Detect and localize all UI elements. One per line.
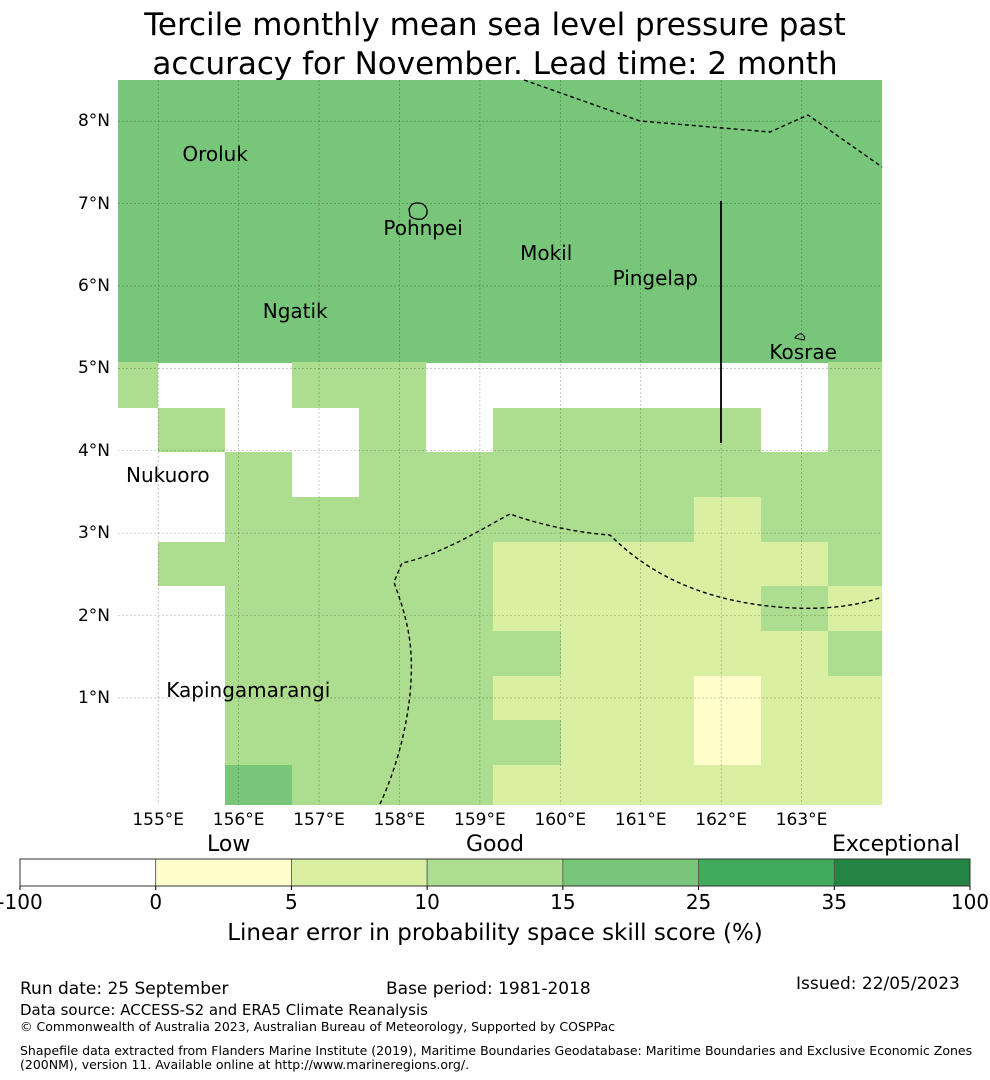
skill-cell: [359, 452, 493, 497]
skill-cell: [561, 676, 694, 805]
colorbar-tick-label: 10: [414, 890, 440, 914]
latitude-tick-label: 6°N: [77, 275, 110, 296]
chart-title: Tercile monthly mean sea level pressure …: [0, 6, 990, 84]
colorbar-tick-label: 15: [550, 890, 576, 914]
skill-cell: [292, 362, 426, 408]
longitude-tick-label: 161°E: [614, 810, 667, 830]
longitude-tick-label: 162°E: [695, 810, 747, 830]
island-outlines: [408, 202, 806, 341]
skill-grid: [118, 80, 882, 805]
category-label-good: Good: [466, 832, 524, 857]
longitude-tick-label: 160°E: [534, 810, 587, 830]
colorbar-segment: [155, 858, 292, 887]
skill-cell: [493, 631, 561, 676]
colorbar-tick-label: 35: [821, 890, 847, 914]
skill-cell: [118, 80, 882, 363]
data-source: Data source: ACCESS-S2 and ERA5 Climate …: [20, 1001, 428, 1019]
latitude-tick-label: 1°N: [77, 687, 110, 708]
colorbar-segment: [562, 858, 699, 887]
latitude-tick-label: 3°N: [77, 523, 110, 544]
colorbar-tick-label: 25: [685, 890, 712, 914]
place-label: Kosrae: [769, 339, 837, 364]
colorbar-tick-label: 0: [149, 890, 163, 914]
title-line-1: Tercile monthly mean sea level pressure …: [144, 7, 846, 43]
latitude-tick-label: 4°N: [77, 440, 110, 461]
colorbar-title: Linear error in probability space skill …: [227, 920, 763, 946]
skill-cell: [761, 676, 882, 805]
colorbar-tick-label: -100: [0, 890, 43, 914]
skill-cell: [225, 497, 694, 542]
colorbar-segment: [426, 858, 564, 887]
skill-cell: [694, 497, 761, 542]
skill-cell: [561, 631, 828, 676]
eez-boundary-north: [523, 79, 883, 168]
place-label: Pingelap: [612, 265, 698, 290]
issued-date: Issued: 22/05/2023: [796, 974, 960, 994]
skill-cell: [694, 765, 761, 805]
colorbar-segment: [19, 858, 157, 887]
eez-boundaries: [379, 79, 883, 805]
skill-cell: [225, 542, 493, 631]
skill-cell: [118, 362, 158, 408]
category-label-low: Low: [207, 832, 251, 857]
place-label: Kapingamarangi: [166, 677, 331, 702]
skill-cell: [493, 720, 561, 765]
skill-cell: [493, 765, 561, 805]
latitude-tick-label: 2°N: [77, 605, 110, 626]
map-gridlines: [118, 80, 882, 805]
latitude-tick-label: 7°N: [77, 193, 110, 214]
longitude-tick-label: 158°E: [373, 810, 426, 830]
longitude-tick-label: 156°E: [212, 810, 265, 830]
longitude-tick-label: 159°E: [454, 810, 506, 830]
colorbar-tick-label: 100: [950, 890, 990, 914]
shapefile-credit-line-2: (200NM), version 11. Available online at…: [20, 1057, 470, 1072]
colorbar-segment: [698, 858, 835, 887]
skill-cell: [694, 676, 761, 765]
longitude-tick-label: 163°E: [775, 810, 828, 830]
place-label: Oroluk: [182, 142, 248, 167]
category-label-exceptional: Exceptional: [832, 832, 960, 857]
latitude-tick-label: 8°N: [77, 111, 110, 132]
shapefile-credit-line-1: Shapefile data extracted from Flanders M…: [20, 1043, 973, 1058]
place-label: Pohnpei: [383, 216, 463, 241]
title-line-2: accuracy for November. Lead time: 2 mont…: [152, 46, 838, 82]
skill-cell: [225, 631, 493, 765]
copyright: © Commonwealth of Australia 2023, Austra…: [20, 1019, 615, 1034]
skill-cell: [828, 631, 882, 676]
place-label: Ngatik: [262, 298, 328, 323]
run-date: Run date: 25 September: [20, 979, 229, 999]
skill-cell: [359, 408, 426, 452]
skill-cell: [158, 542, 225, 586]
place-label: Nukuoro: [126, 463, 210, 488]
colorbar-segment: [833, 858, 971, 887]
skill-cell: [493, 676, 561, 720]
latitude-tick-label: 5°N: [77, 358, 110, 379]
skill-cell: [225, 765, 292, 805]
colorbar-frame: [19, 858, 971, 887]
colorbar-segment: [291, 858, 428, 887]
base-period: Base period: 1981-2018: [386, 979, 591, 999]
longitude-tick-label: 155°E: [132, 810, 185, 830]
place-label: Mokil: [520, 241, 573, 265]
colorbar-tick-label: 5: [285, 890, 298, 914]
pohnpei-island-outline: [408, 202, 428, 220]
eez-boundary-south: [379, 513, 883, 805]
colorbar: [19, 858, 971, 890]
skill-cell: [158, 408, 225, 452]
skill-cell: [761, 452, 828, 542]
skill-cell: [225, 452, 292, 497]
skill-cell: [828, 362, 882, 586]
skill-cell: [493, 408, 761, 497]
skill-cell: [292, 765, 493, 805]
skill-cell: [828, 586, 882, 631]
kosrae-island-outline: [794, 333, 806, 341]
longitude-tick-label: 157°E: [293, 810, 345, 830]
